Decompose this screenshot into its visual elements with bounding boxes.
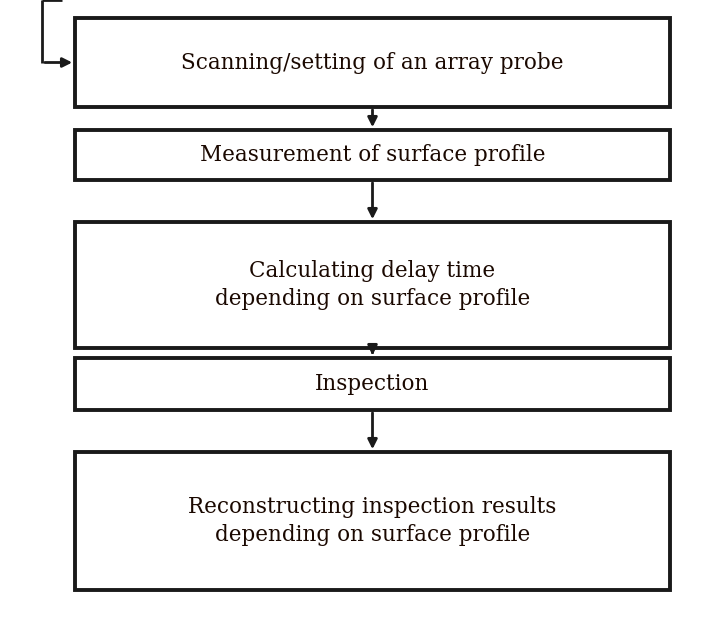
Text: Reconstructing inspection results
depending on surface profile: Reconstructing inspection results depend… [188, 496, 556, 546]
Text: Calculating delay time
depending on surface profile: Calculating delay time depending on surf… [215, 260, 530, 310]
Bar [75, 222, 670, 348]
Bar [75, 18, 670, 107]
Text: Scanning/setting of an array probe: Scanning/setting of an array probe [181, 51, 564, 73]
Text: Inspection: Inspection [315, 373, 430, 395]
Text: Measurement of surface profile: Measurement of surface profile [200, 144, 545, 166]
Bar [75, 130, 670, 180]
Bar [75, 358, 670, 410]
Bar [75, 452, 670, 590]
